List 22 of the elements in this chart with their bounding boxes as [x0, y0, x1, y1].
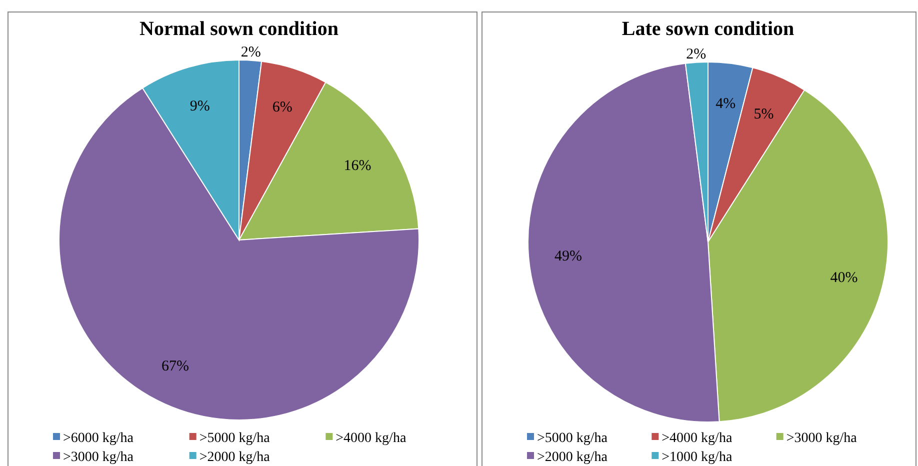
data-label: 2% [686, 46, 706, 63]
legend-label: >4000 kg/ha [662, 430, 733, 446]
data-label: 5% [754, 106, 774, 122]
legend-label: >3000 kg/ha [63, 450, 134, 465]
data-label: 16% [344, 158, 372, 174]
data-label: 40% [830, 270, 858, 286]
data-label: 2% [240, 44, 261, 61]
chart-title: Normal sown condition [140, 18, 338, 40]
legend-label: >6000 kg/ha [63, 430, 134, 446]
data-label: 6% [272, 100, 292, 116]
legend-label: >2000 kg/ha [199, 450, 271, 465]
legend-label: >4000 kg/ha [336, 430, 407, 446]
data-label: 4% [716, 96, 736, 112]
legend-label: >5000 kg/ha [537, 430, 608, 446]
legend-label: >2000 kg/ha [537, 450, 608, 465]
data-label: 49% [554, 248, 582, 264]
legend-label: >3000 kg/ha [786, 430, 858, 446]
chart-title: Late sown condition [622, 18, 794, 40]
legend-label: >1000 kg/ha [662, 450, 733, 465]
data-label: 9% [190, 98, 210, 114]
legend-label: >5000 kg/ha [199, 430, 271, 446]
data-label: 67% [162, 358, 190, 374]
